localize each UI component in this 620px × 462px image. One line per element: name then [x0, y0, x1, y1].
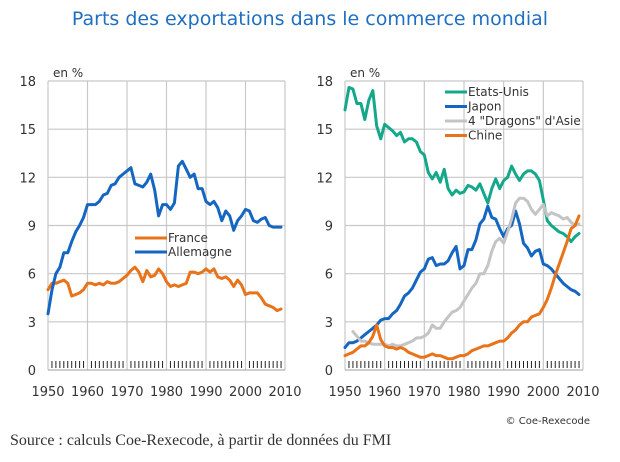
- y-tick-label: 15: [316, 123, 333, 138]
- x-tick-label: 2000: [527, 385, 560, 400]
- x-tick-label: 2010: [268, 385, 301, 400]
- legend-label: 4 "Dragons" d'Asie: [468, 114, 581, 128]
- y-tick-label: 3: [325, 316, 333, 331]
- y-tick-label: 9: [325, 220, 333, 235]
- y-tick-label: 12: [316, 171, 333, 186]
- y-tick-label: 6: [28, 268, 36, 283]
- y-tick-label: 6: [325, 268, 333, 283]
- legend-label: Japon: [467, 100, 501, 114]
- chart-france-allemagne: 0 3 6 9 12 15 18 1950 1960 1970 1980 1990 2000 2010 en…: [19, 66, 301, 400]
- y-tick-label: 15: [19, 123, 36, 138]
- x-tick-label: 1970: [408, 385, 441, 400]
- series-line-allemagne: [46, 159, 283, 316]
- series-line-etats-unis: [343, 85, 581, 244]
- y-tick-label: 0: [325, 364, 333, 379]
- legend-label: Allemagne: [168, 245, 232, 259]
- y-tick-label: 9: [28, 220, 36, 235]
- x-tick-label: 1990: [189, 385, 222, 400]
- source-note: Source : calculs Coe-Rexecode, à partir …: [10, 432, 392, 449]
- series-line-4-dragons-d-asie: [351, 196, 581, 348]
- y-tick-label: 18: [19, 75, 36, 90]
- x-tick-label: 1990: [487, 385, 520, 400]
- series-line-japon: [343, 204, 581, 349]
- legend-label: France: [168, 231, 208, 245]
- y-tick-label: 18: [316, 75, 333, 90]
- series-line-france: [46, 265, 283, 313]
- y-tick-label: 12: [19, 171, 36, 186]
- x-tick-label: 1980: [447, 385, 480, 400]
- unit-label: en %: [53, 66, 83, 80]
- chart-usa-japon-dragons-chine: 0 3 6 9 12 15 18 1950 1960 1970 1980 1990 2000 2010 en…: [316, 66, 599, 400]
- x-tick-label: 1960: [71, 385, 104, 400]
- y-tick-label: 3: [28, 316, 36, 331]
- unit-label: en %: [350, 66, 380, 80]
- legend-label: Etats-Unis: [468, 85, 529, 99]
- series-line-chine: [343, 214, 581, 361]
- x-tick-label: 1950: [31, 385, 64, 400]
- x-tick-label: 1960: [368, 385, 401, 400]
- x-tick-label: 2010: [566, 385, 599, 400]
- copyright-notice: © Coe-Rexecode: [505, 416, 590, 427]
- x-tick-label: 2000: [229, 385, 262, 400]
- y-tick-label: 0: [28, 364, 36, 379]
- legend-label: Chine: [468, 129, 502, 143]
- x-tick-label: 1980: [150, 385, 183, 400]
- x-tick-label: 1950: [328, 385, 361, 400]
- x-tick-label: 1970: [110, 385, 143, 400]
- chart-title: Parts des exportations dans le commerce …: [71, 8, 549, 30]
